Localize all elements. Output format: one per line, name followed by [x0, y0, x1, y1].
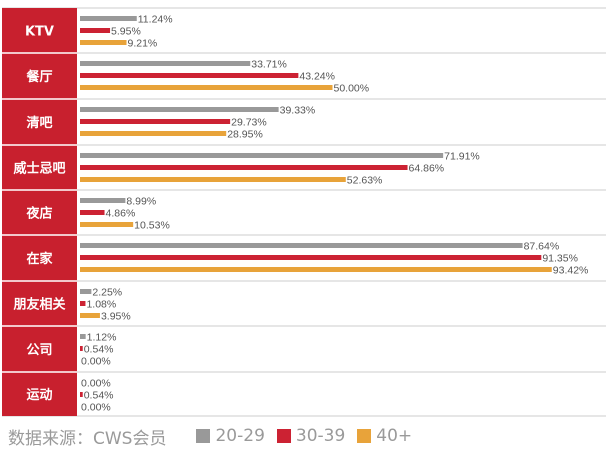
- data-label: 9.21%: [128, 38, 158, 50]
- data-label: 64.86%: [409, 163, 445, 175]
- legend: 20-29 30-39 40+: [196, 426, 424, 446]
- bar-30-39: [80, 210, 105, 215]
- data-label: 8.99%: [126, 196, 156, 208]
- bar-40-plus: [80, 177, 346, 182]
- data-label: 33.71%: [251, 59, 287, 71]
- data-label: 0.00%: [81, 356, 111, 368]
- category-label: 运动: [26, 388, 52, 403]
- data-label: 43.24%: [299, 71, 335, 83]
- legend-swatch-40-plus: [357, 429, 372, 443]
- footer: 数据来源：CWS会员 20-29 30-39 40+: [8, 423, 424, 449]
- data-label: 87.64%: [524, 241, 560, 253]
- bar-30-39: [80, 301, 86, 306]
- data-label: 0.54%: [84, 390, 114, 402]
- bar-30-39: [80, 73, 299, 78]
- data-label: 39.33%: [280, 105, 316, 117]
- bar-20-29: [80, 61, 251, 66]
- bar-20-29: [80, 107, 279, 112]
- legend-item-20-29: 20-29: [196, 426, 265, 446]
- legend-swatch-20-29: [196, 429, 211, 443]
- category-label: 夜店: [25, 206, 52, 222]
- bar-40-plus: [80, 222, 134, 227]
- data-label: 5.95%: [111, 26, 141, 38]
- legend-label-40-plus: 40+: [376, 426, 413, 446]
- category-label: 朋友相关: [12, 297, 65, 313]
- bar-20-29: [80, 153, 444, 158]
- data-label: 10.53%: [134, 220, 170, 232]
- data-label: 0.00%: [81, 402, 111, 414]
- data-label: 1.08%: [86, 299, 116, 311]
- bar-20-29: [80, 243, 523, 248]
- legend-item-30-39: 30-39: [276, 426, 346, 446]
- bar-30-39: [80, 119, 231, 124]
- category-band: [2, 8, 77, 416]
- data-label: 2.25%: [92, 287, 122, 299]
- category-label: 公司: [26, 343, 52, 358]
- data-label: 0.00%: [81, 378, 111, 390]
- bar-30-39: [80, 255, 542, 260]
- data-label: 93.42%: [553, 265, 589, 277]
- data-label: 91.35%: [542, 253, 578, 265]
- bar-20-29: [80, 289, 92, 294]
- bar-40-plus: [80, 267, 552, 272]
- bar-30-39: [80, 28, 111, 33]
- bar-20-29: [80, 334, 86, 339]
- category-label: 威士忌吧: [13, 161, 65, 177]
- data-label: 11.24%: [138, 14, 173, 26]
- bar-40-plus: [80, 85, 333, 90]
- row-separators: [2, 7, 606, 417]
- data-label: 71.91%: [444, 151, 480, 163]
- bar-40-plus: [80, 131, 227, 136]
- category-label: 餐厅: [25, 69, 52, 85]
- data-label: 50.00%: [334, 83, 370, 95]
- legend-label-30-39: 30-39: [295, 426, 346, 446]
- bar-30-39: [80, 346, 83, 351]
- bar-20-29: [80, 16, 137, 21]
- data-label: 1.12%: [87, 332, 117, 344]
- bar-20-29: [80, 198, 126, 203]
- data-labels: 11.24%5.95%9.21% 33.71% 43.24%50.00% 39.33%…: [81, 14, 588, 414]
- data-label: 52.63%: [347, 175, 383, 187]
- data-label: 28.95%: [227, 129, 263, 141]
- legend-item-40-plus: 40+: [357, 426, 412, 446]
- source-note: 数据来源：CWS会员: [8, 428, 167, 449]
- category-label: 清吧: [26, 115, 52, 131]
- data-label: 0.54%: [84, 344, 114, 356]
- bar-40-plus: [80, 313, 100, 318]
- data-label: 3.95%: [101, 311, 131, 323]
- category-label: 在家: [26, 251, 53, 267]
- legend-label-20-29: 20-29: [215, 426, 265, 446]
- category-label: KTV: [25, 25, 54, 40]
- bars: [80, 16, 552, 397]
- data-label: 4.86%: [106, 208, 136, 220]
- bar-30-39: [80, 165, 408, 170]
- legend-swatch-30-39: [276, 429, 291, 443]
- bar-30-39: [80, 392, 83, 397]
- data-label: 29.73%: [231, 117, 267, 129]
- bar-40-plus: [80, 40, 127, 45]
